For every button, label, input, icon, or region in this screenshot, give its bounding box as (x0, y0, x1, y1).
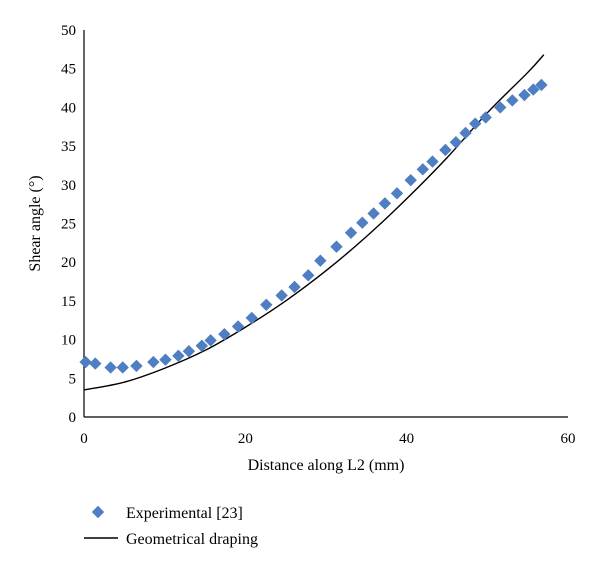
data-point-experimental (367, 207, 380, 220)
y-tick-label: 20 (61, 255, 76, 271)
axes (83, 30, 568, 418)
legend-label-experimental: Experimental [23] (126, 505, 243, 522)
data-point-experimental (404, 173, 417, 187)
data-point-experimental (494, 101, 507, 114)
data-point-experimental (218, 327, 231, 341)
data-point-experimental (527, 83, 540, 96)
data-point-experimental (390, 187, 404, 200)
series-experimental (79, 78, 548, 374)
y-tick-label: 35 (61, 139, 76, 155)
data-point-experimental (459, 126, 472, 140)
data-point-experimental (172, 349, 185, 363)
y-tick-label: 0 (69, 410, 77, 426)
data-point-experimental (195, 339, 208, 352)
x-axis-label: Distance along L2 (mm) (248, 457, 405, 474)
data-point-experimental (159, 353, 172, 366)
data-point-experimental (302, 269, 315, 282)
y-tick-label: 25 (61, 217, 76, 233)
data-point-experimental (479, 111, 492, 124)
x-tick-label: 60 (561, 431, 576, 447)
data-point-experimental (182, 345, 196, 358)
y-tick-label: 50 (61, 23, 76, 39)
x-tick-label: 20 (238, 431, 253, 447)
data-point-experimental (330, 240, 343, 253)
y-axis-label: Shear angle (°) (27, 175, 44, 271)
data-point-experimental (116, 361, 129, 374)
x-tick-label: 0 (80, 431, 88, 447)
data-point-experimental (344, 226, 358, 239)
series-geometrical-draping (83, 54, 545, 391)
data-point-experimental (535, 78, 548, 92)
data-point-experimental (130, 359, 143, 373)
data-point-experimental (449, 136, 463, 149)
data-point-experimental (469, 117, 482, 130)
x-tick-label: 40 (399, 431, 414, 447)
y-tick-label: 45 (61, 62, 76, 78)
data-point-experimental (518, 88, 531, 102)
data-point-experimental (231, 320, 245, 333)
y-tick-label: 5 (69, 371, 77, 387)
y-tick-label: 30 (61, 178, 76, 194)
data-point-experimental (416, 163, 429, 176)
legend: Experimental [23] Geometrical draping (84, 505, 258, 548)
data-point-experimental (89, 357, 102, 370)
data-point-experimental (426, 155, 439, 168)
legend-label-geometrical-draping: Geometrical draping (126, 531, 258, 548)
data-point-experimental (378, 197, 392, 210)
data-point-experimental (439, 143, 452, 157)
data-point-experimental (245, 311, 258, 325)
data-point-experimental (147, 355, 160, 369)
tick-labels: 0 20 40 60 0 5 10 15 20 25 30 35 40 45 50 (61, 23, 576, 447)
data-point-experimental (104, 361, 117, 374)
data-point-experimental (356, 216, 369, 229)
legend-marker-experimental (91, 505, 105, 519)
series-line-geometrical-draping (83, 54, 545, 391)
data-point-experimental (204, 334, 217, 347)
data-point-experimental (275, 289, 288, 302)
data-point-experimental (260, 298, 273, 311)
data-point-experimental (314, 254, 327, 267)
data-point-experimental (79, 355, 92, 369)
y-tick-label: 40 (61, 100, 76, 116)
y-tick-label: 15 (61, 294, 76, 310)
data-point-experimental (506, 94, 519, 107)
y-tick-label: 10 (61, 333, 76, 349)
data-point-experimental (288, 280, 301, 294)
